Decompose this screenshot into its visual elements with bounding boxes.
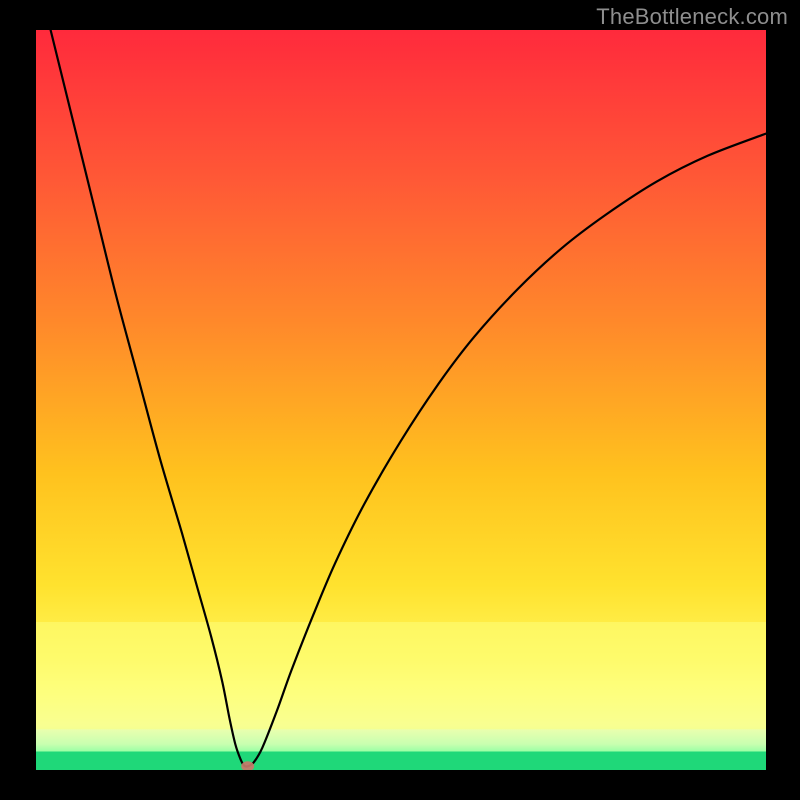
watermark-text: TheBottleneck.com [596, 4, 788, 30]
chart-area [36, 30, 766, 770]
outer-frame: TheBottleneck.com [0, 0, 800, 800]
yellow-band [36, 622, 766, 729]
bottleneck-curve-chart [36, 30, 766, 770]
green-strip [36, 752, 766, 771]
